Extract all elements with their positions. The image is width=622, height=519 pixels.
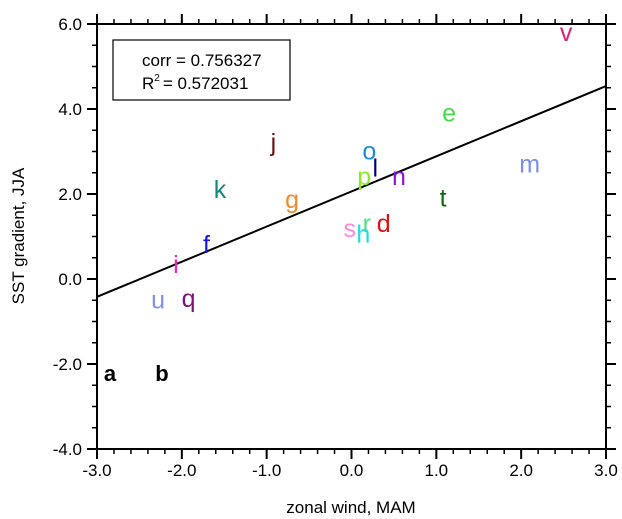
r2-symbol: R <box>142 74 154 93</box>
x-tick-label: -3.0 <box>82 461 111 480</box>
x-tick-label: 1.0 <box>425 461 449 480</box>
point-label: d <box>377 210 391 238</box>
x-tick-label: -1.0 <box>252 461 281 480</box>
x-axis-label: zonal wind, MAM <box>286 498 415 517</box>
point-label: q <box>182 285 196 313</box>
point-label: o <box>362 138 376 166</box>
point-label: n <box>392 163 406 191</box>
point-label: v <box>560 19 573 47</box>
y-axis-label: SST gradient, JJA <box>9 167 28 304</box>
point-label: f <box>203 231 210 259</box>
fit-line <box>96 85 607 298</box>
x-tick-label: 0.0 <box>340 461 364 480</box>
point-label: t <box>440 184 447 212</box>
point-label: e <box>442 99 456 127</box>
point-label: k <box>214 176 227 204</box>
y-tick-label: 2.0 <box>58 185 82 204</box>
point-label: s <box>344 215 357 243</box>
panel-label: b <box>155 361 168 386</box>
point-label: m <box>519 150 540 178</box>
point-label: u <box>151 286 165 314</box>
r2-text: R2 = 0.572031 <box>142 73 248 93</box>
point-label: l <box>372 155 378 183</box>
x-tick-label: -2.0 <box>167 461 196 480</box>
x-tick-label: 3.0 <box>594 461 618 480</box>
corr-text: corr = 0.756327 <box>142 51 262 70</box>
y-tick-label: 6.0 <box>58 15 82 34</box>
panel-label: a <box>104 361 117 386</box>
r2-value: = 0.572031 <box>163 74 249 93</box>
point-label: j <box>270 129 277 157</box>
point-label: g <box>285 186 299 214</box>
stats-box <box>112 39 291 101</box>
r2-exp: 2 <box>154 73 160 84</box>
point-label: r <box>363 210 371 238</box>
x-tick-label: 2.0 <box>509 461 533 480</box>
y-tick-label: 0.0 <box>58 270 82 289</box>
point-label: i <box>173 251 179 279</box>
point-label: p <box>357 163 371 191</box>
point-label: h <box>356 220 370 248</box>
y-tick-label: 4.0 <box>58 100 82 119</box>
y-tick-label: -4.0 <box>53 440 82 459</box>
y-tick-label: -2.0 <box>53 355 82 374</box>
